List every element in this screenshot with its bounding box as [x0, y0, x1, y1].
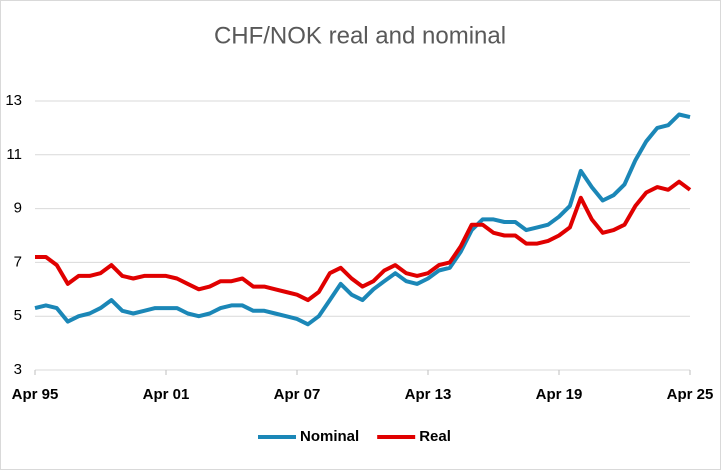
x-tick-label: Apr 25 — [667, 386, 714, 403]
y-tick-label: 5 — [14, 307, 22, 324]
legend-label: Nominal — [300, 428, 359, 445]
y-tick-label: 3 — [14, 361, 22, 378]
x-tick-label: Apr 13 — [405, 386, 452, 403]
y-tick-label: 13 — [5, 92, 22, 109]
series-line — [34, 112, 691, 327]
x-tick-label: Apr 19 — [536, 386, 583, 403]
chart-title: CHF/NOK real and nominal — [214, 22, 506, 49]
x-tick-label: Apr 01 — [143, 386, 190, 403]
x-tick-label: Apr 07 — [274, 386, 321, 403]
y-tick-label: 9 — [14, 200, 22, 217]
y-tick-label: 7 — [14, 253, 22, 270]
y-tick-label: 11 — [6, 146, 22, 163]
legend-label: Real — [419, 428, 451, 445]
x-tick-label: Apr 95 — [12, 386, 59, 403]
series-line — [35, 179, 692, 303]
